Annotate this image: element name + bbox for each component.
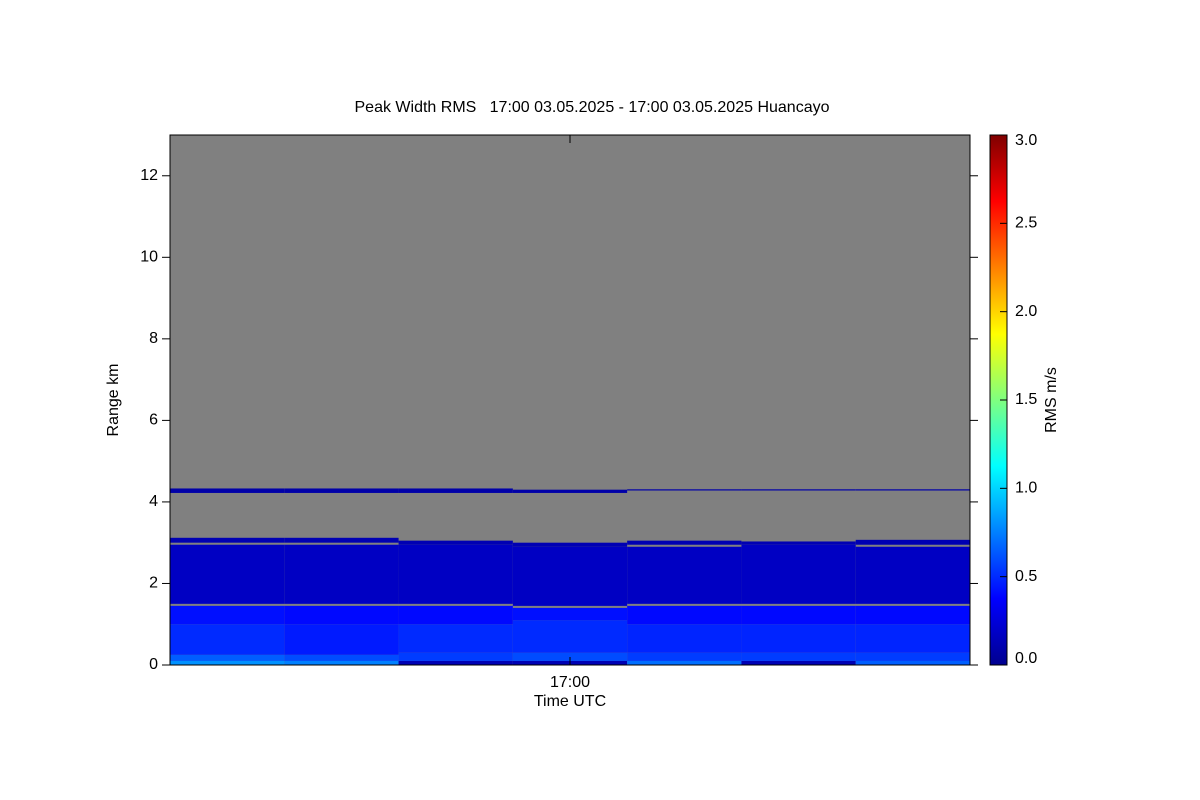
colorbar-tick-label: 1.5: [1015, 391, 1037, 408]
heatmap-cell: [284, 544, 399, 604]
heatmap-cell: [855, 605, 970, 625]
colorbar-tick-label: 2.0: [1015, 303, 1037, 320]
heatmap-cell: [855, 489, 970, 491]
heatmap-cell: [741, 660, 856, 665]
y-tick-label: 8: [149, 330, 158, 347]
heatmap-cell: [170, 544, 285, 604]
heatmap-cell: [398, 544, 513, 604]
heatmap-cell: [627, 624, 742, 653]
heatmap-cell: [512, 546, 628, 606]
heatmap-cell: [855, 539, 970, 545]
heatmap-cell: [741, 489, 856, 491]
colorbar-tick-label: 1.0: [1015, 480, 1037, 497]
colorbar-tick-label: 0.5: [1015, 568, 1037, 585]
colorbar-tick-label: 3.0: [1015, 132, 1037, 149]
y-tick-label: 10: [140, 249, 158, 266]
heatmap-cell: [284, 488, 399, 493]
heatmap-cell: [170, 537, 285, 543]
heatmap-cell: [284, 605, 399, 625]
heatmap-cell: [398, 660, 513, 665]
heatmap-cell: [741, 605, 856, 625]
heatmap-cell: [627, 652, 742, 661]
y-tick-label: 6: [149, 412, 158, 429]
chart-title: Peak Width RMS 17:00 03.05.2025 - 17:00 …: [355, 99, 830, 116]
colorbar-tick-label: 0.0: [1015, 650, 1037, 667]
heatmap-cell: [398, 488, 513, 493]
heatmap-cell: [284, 660, 399, 665]
heatmap-cell: [855, 546, 970, 604]
heatmap-cell: [627, 605, 742, 625]
colorbar-tick-label: 2.5: [1015, 215, 1037, 232]
y-tick-label: 2: [149, 575, 158, 592]
heatmap-cell: [398, 605, 513, 625]
heatmap-cell: [627, 489, 742, 491]
y-axis-label: Range km: [105, 364, 122, 437]
heatmap-cell: [512, 652, 628, 661]
colorbar-label: RMS m/s: [1043, 367, 1060, 433]
y-tick-label: 4: [149, 493, 158, 510]
heatmap-cell: [627, 660, 742, 665]
heatmap-cell: [170, 624, 285, 655]
y-tick-label: 12: [140, 167, 158, 184]
heatmap-cell: [170, 654, 285, 661]
heatmap-cell: [284, 624, 399, 655]
heatmap-cell: [170, 488, 285, 493]
heatmap-cell: [398, 624, 513, 653]
heatmap-cell: [170, 660, 285, 665]
heatmap-cell: [512, 620, 628, 653]
heatmap-cell: [284, 537, 399, 543]
heatmap-cell: [170, 605, 285, 625]
heatmap-cell: [741, 652, 856, 661]
heatmap-cell: [398, 652, 513, 661]
heatmap-cell: [741, 624, 856, 653]
heatmap-cell: [741, 541, 856, 545]
x-axis-label: Time UTC: [534, 693, 606, 710]
heatmap-cell: [741, 544, 856, 604]
heatmap-cell: [512, 607, 628, 621]
heatmap-cell: [855, 652, 970, 661]
heatmap-cell: [512, 542, 628, 547]
x-tick-label: 17:00: [550, 674, 590, 691]
heatmap-cell: [284, 654, 399, 661]
heatmap-cell: [398, 540, 513, 545]
heatmap-cell: [627, 546, 742, 604]
heatmap-cell: [627, 540, 742, 545]
heatmap-cell: [855, 624, 970, 653]
y-tick-label: 0: [149, 656, 158, 673]
heatmap-cell: [512, 489, 628, 493]
heatmap-cell: [855, 660, 970, 665]
